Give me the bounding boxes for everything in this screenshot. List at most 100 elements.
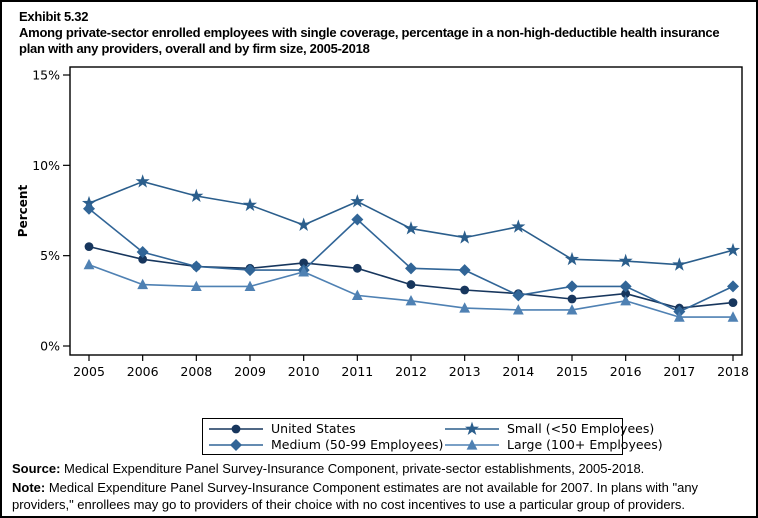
star-marker [672, 257, 687, 271]
marker-shape [466, 438, 478, 450]
diamond-marker [244, 264, 256, 277]
legend-triangle-swatch [445, 438, 499, 450]
marker-shape [619, 280, 632, 293]
diamond-marker [727, 280, 739, 293]
note-text: Medical Expenditure Panel Survey-Insuran… [12, 480, 699, 512]
x-tick-label: 2016 [610, 364, 642, 379]
legend-item: Large (100+ Employees) [444, 437, 663, 453]
star-marker [725, 242, 741, 257]
marker-shape [672, 257, 687, 271]
marker-shape [352, 263, 362, 273]
star-marker [403, 221, 419, 235]
marker-shape [406, 280, 416, 289]
note-line: Note: Medical Expenditure Panel Survey-I… [12, 479, 754, 513]
triangle-marker [83, 258, 95, 270]
exhibit-number: Exhibit 5.32 [19, 9, 89, 24]
legend-item: Medium (50-99 Employees) [208, 437, 444, 453]
marker-shape [566, 304, 578, 315]
marker-shape [138, 254, 148, 264]
marker-shape [673, 311, 685, 322]
x-tick-label: 2015 [556, 364, 588, 379]
marker-shape [512, 304, 524, 315]
triangle-marker [351, 289, 363, 301]
triangle-marker [512, 304, 524, 315]
x-tick-label: 2012 [395, 364, 427, 379]
legend-label: Medium (50-99 Employees) [271, 437, 444, 452]
triangle-marker [244, 280, 256, 291]
diamond-marker [566, 280, 578, 293]
marker-shape [189, 188, 204, 203]
circle-marker [84, 242, 94, 252]
marker-shape [296, 217, 311, 231]
marker-shape [727, 280, 739, 293]
diamond-marker [619, 280, 632, 293]
diamond-marker [136, 246, 149, 259]
diamond-marker [230, 438, 242, 451]
diamond-marker [458, 264, 471, 277]
marker-shape [351, 213, 364, 226]
triangle-marker [466, 438, 478, 450]
marker-shape [512, 289, 525, 302]
star-marker [457, 230, 472, 244]
marker-shape [567, 294, 577, 304]
marker-shape [244, 264, 256, 277]
marker-shape [511, 219, 526, 233]
diamond-marker [83, 202, 95, 215]
diamond-marker [351, 213, 364, 226]
star-marker [350, 194, 365, 208]
circle-marker [231, 424, 241, 433]
line-chart-plot: 0% 5% 10% 15% Percent 2005 2006 2008 2009 2010 201… [16, 66, 749, 379]
source-label: Source: [12, 461, 61, 476]
legend-circle-swatch [209, 424, 263, 433]
triangle-marker [620, 295, 632, 306]
plot-frame [69, 66, 743, 356]
chart-title: Among private-sector enrolled employees … [19, 25, 720, 56]
marker-shape [351, 289, 363, 301]
marker-shape [728, 298, 738, 308]
marker-shape [564, 251, 580, 266]
triangle-marker [727, 311, 739, 322]
marker-shape [84, 242, 94, 252]
marker-shape [405, 262, 417, 275]
y-axis-label: Percent [16, 185, 30, 238]
circle-marker [460, 285, 470, 295]
marker-shape [242, 197, 258, 212]
source-text: Medical Expenditure Panel Survey-Insuran… [64, 461, 645, 476]
triangle-marker [405, 295, 417, 306]
triangle-marker [566, 304, 578, 315]
x-tick-label: 2005 [73, 364, 105, 379]
star-marker [464, 421, 480, 435]
star-marker [296, 217, 311, 231]
x-tick-label: 2013 [449, 364, 481, 379]
triangle-marker [459, 302, 471, 313]
legend-label: United States [271, 421, 356, 436]
circle-marker [728, 298, 738, 308]
triangle-marker [137, 278, 149, 290]
star-marker [189, 188, 204, 203]
marker-shape [298, 266, 310, 277]
legend-item: Small (<50 Employees) [444, 421, 663, 437]
marker-shape [190, 260, 203, 273]
marker-shape [231, 424, 241, 433]
legend-star-swatch [445, 421, 499, 435]
x-tick-label: 2014 [502, 364, 534, 379]
diamond-marker [190, 260, 203, 273]
marker-shape [457, 230, 472, 244]
marker-shape [459, 302, 471, 313]
marker-shape [621, 289, 631, 299]
marker-shape [620, 295, 632, 306]
x-tick-label: 2018 [717, 364, 749, 379]
legend-item: United States [208, 421, 444, 437]
marker-shape [83, 202, 95, 215]
marker-shape [190, 280, 202, 291]
y-tick-label: 15% [32, 68, 60, 83]
circle-marker [352, 263, 362, 273]
star-marker [81, 195, 97, 210]
marker-shape [727, 311, 739, 322]
x-tick-label: 2006 [127, 364, 159, 379]
triangle-marker [190, 280, 202, 291]
marker-shape [137, 278, 149, 290]
diamond-marker [512, 289, 525, 302]
x-tick-label: 2009 [234, 364, 266, 379]
legend-label: Small (<50 Employees) [507, 421, 655, 436]
